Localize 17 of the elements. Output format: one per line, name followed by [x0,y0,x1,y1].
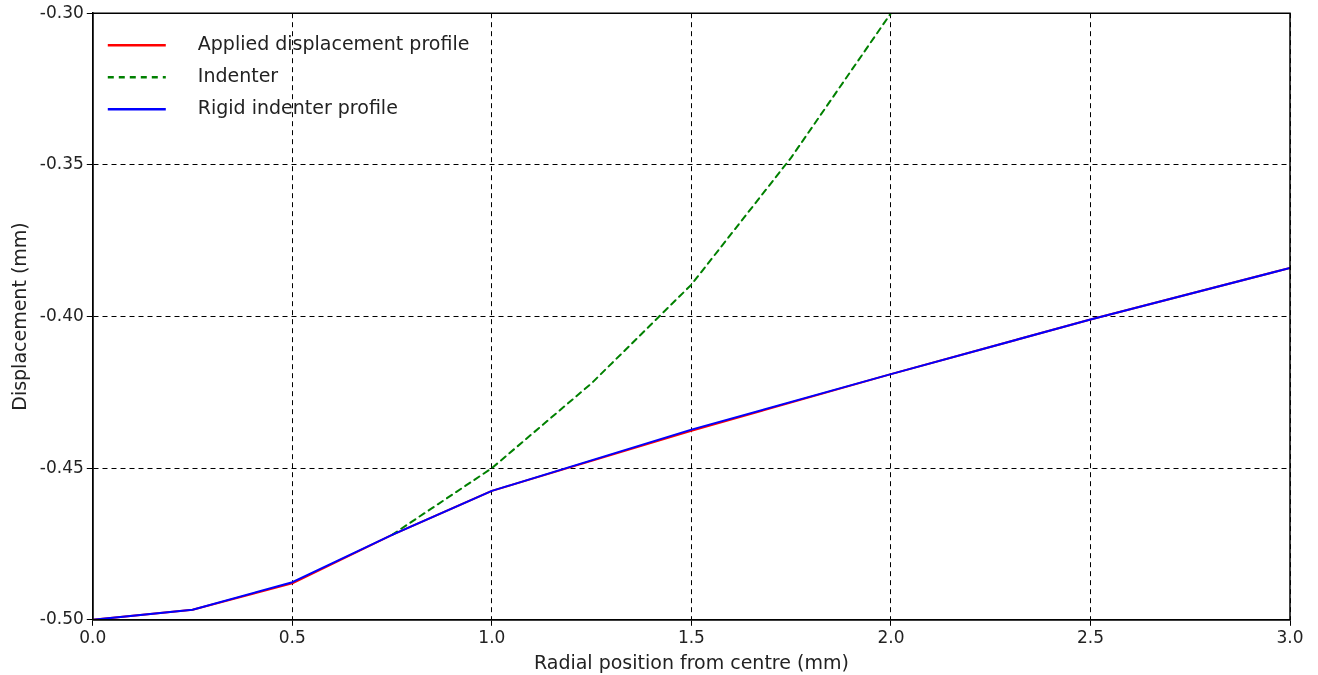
x-tick-label: 0.0 [79,627,107,648]
x-tick-label: 2.0 [877,627,905,648]
y-tick-label: -0.45 [39,456,84,477]
x-tick-label: 2.5 [1076,627,1104,648]
legend-label: Rigid indenter profile [197,96,398,119]
legend-label: Applied displacement profile [197,32,470,55]
y-tick-label: -0.50 [39,608,84,629]
y-tick-label: -0.30 [39,1,84,22]
x-tick-label: 3.0 [1276,627,1304,648]
x-axis-title: Radial position from centre (mm) [533,650,849,673]
x-tick-label: 1.0 [478,627,506,648]
y-tick-label: -0.40 [39,304,84,325]
x-tick-label: 0.5 [278,627,306,648]
y-tick-label: -0.35 [39,153,84,174]
y-axis-title: Displacement (mm) [8,222,31,411]
x-tick-label: 1.5 [677,627,705,648]
legend-label: Indenter [197,64,279,87]
